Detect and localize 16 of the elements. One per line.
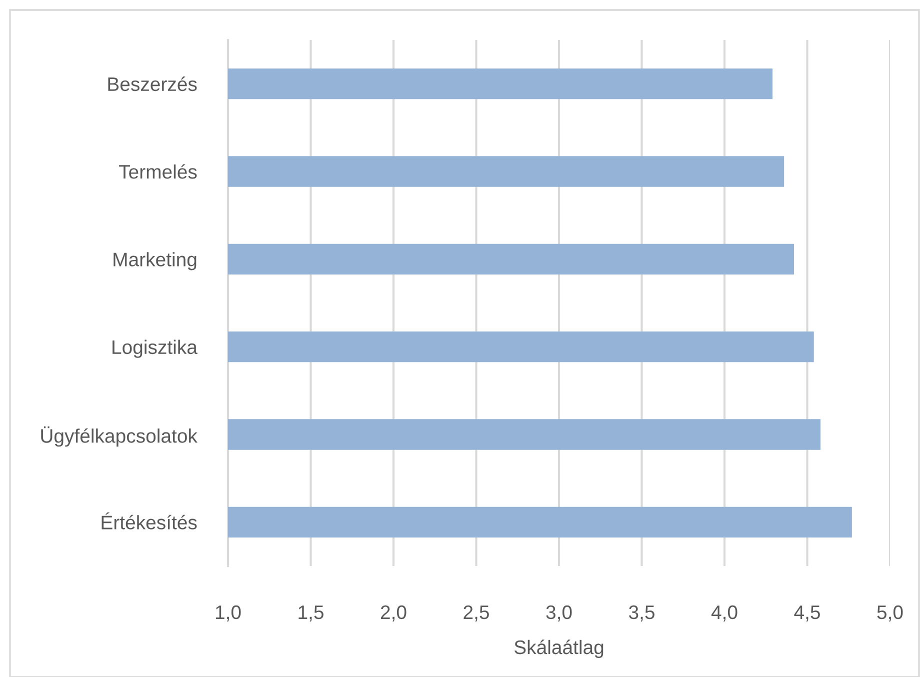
x-tick-label: 5,0 [877,605,903,622]
x-tick-label: 1,0 [216,605,241,622]
x-axis-title: Skálaátlag [514,640,604,658]
x-tick-label: 2,0 [380,605,406,622]
y-tick-label: Ügyfélkapcsolatok [41,426,198,447]
x-tick-label: 4,5 [794,606,820,622]
x-tick-label: 2,5 [464,605,489,622]
x-tick-label: 3,5 [628,605,654,622]
y-tick-label: Marketing [114,252,196,270]
x-tick-label: 1,5 [298,606,324,622]
y-tick-label: Logisztika [112,340,198,358]
x-tick-label: 4,0 [711,605,738,622]
y-tick-label: Beszerzés [108,76,197,92]
y-tick-label: Termelés [119,164,197,179]
x-tick-label: 3,0 [546,605,572,622]
y-tick-label: Értékesítés [102,512,197,530]
